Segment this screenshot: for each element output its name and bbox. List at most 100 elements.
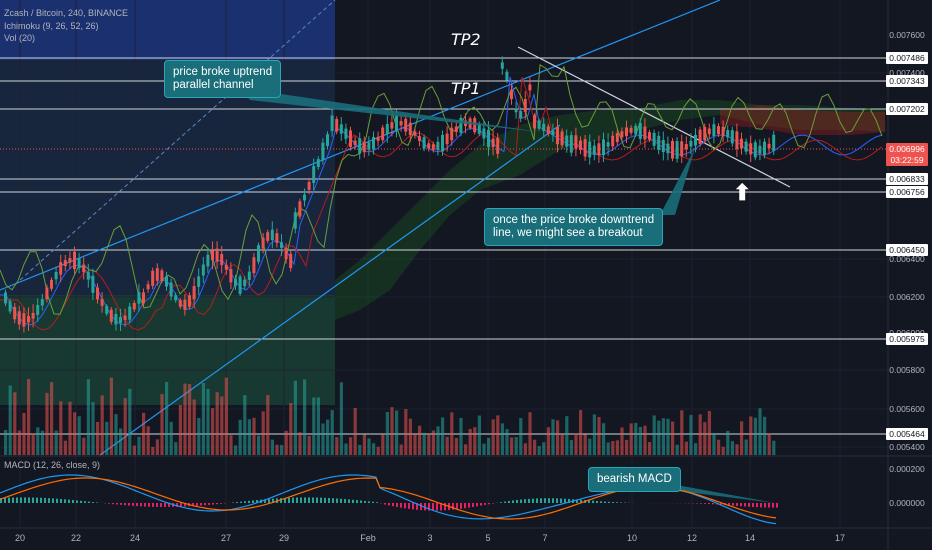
candle [726,130,730,138]
macd-histogram-bar [356,500,358,503]
volume-bar [275,444,279,455]
macd-histogram-bar [288,497,290,503]
macd-histogram-bar [240,501,242,503]
volume-bar [427,433,431,455]
candle [588,141,592,158]
candle [592,145,596,155]
volume-bar [54,430,58,455]
macd-histogram-bar [88,501,90,503]
macd-histogram-bar [612,502,614,503]
volume-bar [399,444,403,455]
time-axis-label: 29 [278,533,290,543]
macd-histogram-bar [500,502,502,503]
volume-bar [643,425,647,455]
candle [100,298,104,306]
volume-bar [243,395,247,455]
volume-bar [284,430,288,455]
volume-bar [431,430,435,455]
symbol-legend[interactable]: Zcash / Bitcoin, 240, BINANCE [4,8,129,18]
callout-macd[interactable]: bearish MACD [588,467,681,492]
candle [648,132,651,140]
macd-histogram-bar [76,500,78,503]
volume-legend[interactable]: Vol (20) [4,33,36,43]
macd-histogram-bar [748,503,750,507]
volume-bar [657,420,661,455]
macd-histogram-bar [40,497,42,503]
ichimoku-legend[interactable]: Ichimoku (9, 26, 52, 26) [4,21,99,31]
macd-histogram-bar [140,503,142,507]
volume-bar [238,419,242,455]
volume-bar [404,409,408,455]
macd-histogram-bar [120,503,122,505]
candle [413,131,417,136]
time-axis-label: 12 [686,533,698,543]
candle [270,229,274,241]
candle [178,300,182,307]
macd-histogram-bar [452,503,454,510]
volume-bar [50,382,54,455]
volume-bar [178,404,182,455]
macd-histogram-bar [620,502,622,503]
volume-bar [459,417,463,455]
candle [399,121,403,126]
candle [174,295,178,301]
macd-histogram-bar [112,503,114,505]
macd-histogram-bar [368,501,370,503]
macd-histogram-bar [108,503,110,504]
volume-bar [721,446,725,455]
macd-histogram-bar [616,502,618,503]
volume-bar [500,423,504,455]
volume-bar [372,443,376,455]
candle [730,130,734,144]
callout-uptrend[interactable]: price broke uptrend parallel channel [164,60,282,98]
macd-histogram-bar [460,503,462,509]
volume-bar [648,442,652,455]
callout-breakout[interactable]: once the price broke downtrend line, we … [484,208,664,246]
macd-histogram-bar [432,503,434,511]
callout-breakout-line1: once the price broke downtrend [493,214,655,226]
candle [652,132,656,146]
volume-bar [634,422,638,455]
volume-bar [197,417,201,455]
macd-histogram-bar [60,498,62,503]
candle [611,135,615,147]
macd-histogram-bar [700,503,702,504]
volume-bar [615,440,619,455]
volume-bar [528,412,532,455]
candle [767,143,771,149]
candle [565,135,569,147]
candle [321,142,325,161]
candle [634,125,638,135]
volume-bar [661,418,665,455]
volume-bar [128,388,132,455]
candle [362,141,366,153]
uptrend-channel-lower [99,124,561,456]
volume-bar [763,416,767,455]
macd-legend[interactable]: MACD (12, 26, close, 9) [4,460,101,470]
volume-bar [123,398,127,455]
macd-histogram-bar [456,503,458,510]
candle [303,194,306,201]
volume-bar [477,415,481,455]
volume-bar [358,444,362,455]
macd-histogram-bar [436,503,438,511]
macd-histogram-bar [532,498,534,503]
volume-bar [229,435,233,455]
candle [496,137,500,154]
candle [675,141,679,159]
candle [445,133,449,145]
macd-histogram-bar [168,503,170,507]
volume-bar [4,429,8,455]
candle [36,305,40,315]
macd-histogram-bar [388,503,390,506]
volume-bar [445,436,449,455]
macd-histogram-bar [0,498,2,503]
volume-bar [638,426,642,455]
candle [390,122,394,129]
candle [579,140,582,150]
candle [477,123,481,134]
macd-histogram-bar [56,498,58,503]
volume-bar [344,443,348,455]
candle [625,127,628,137]
